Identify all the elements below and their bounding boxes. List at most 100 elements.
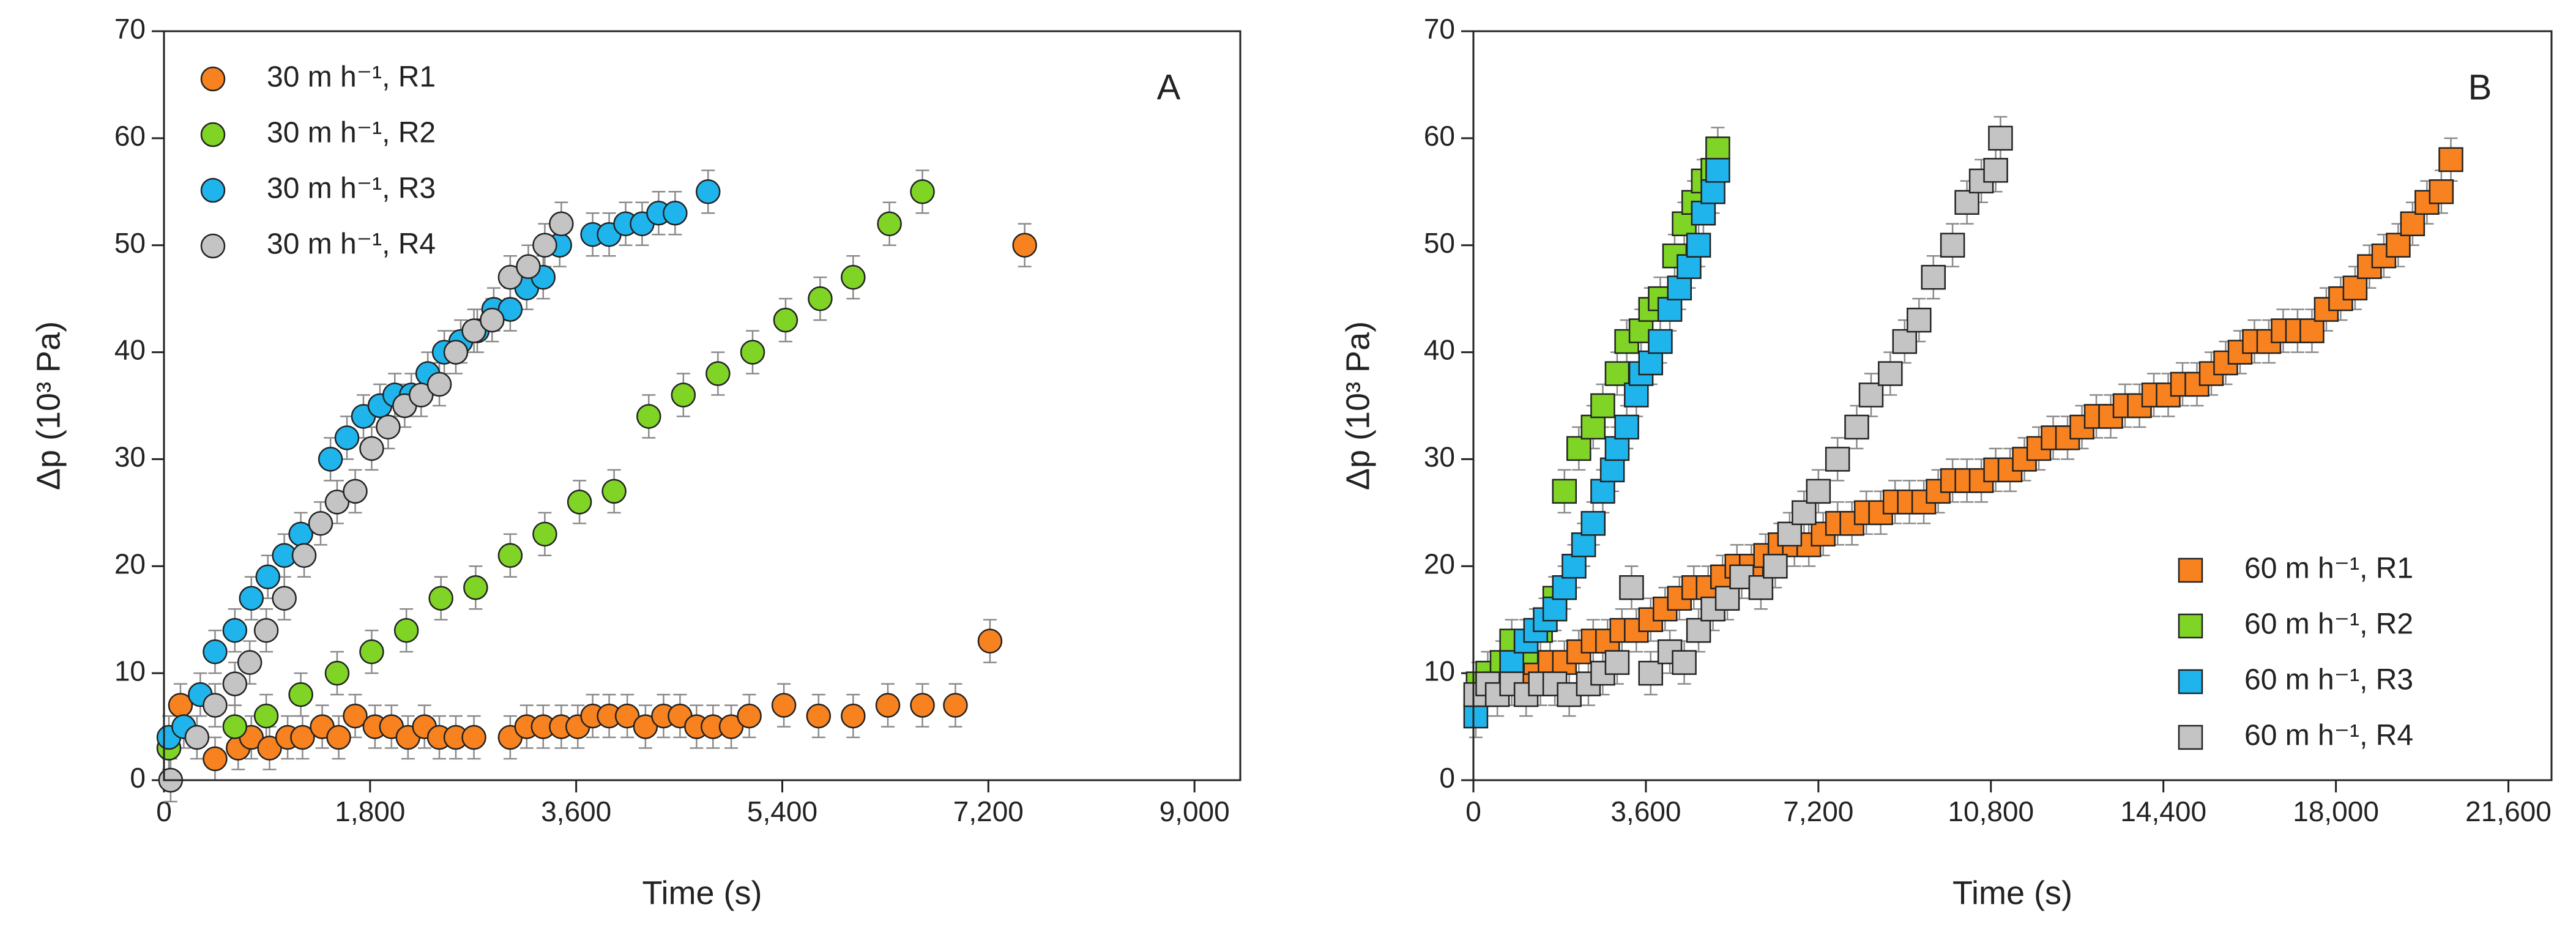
- point: [614, 703, 640, 729]
- point: [1748, 575, 1774, 600]
- point: [532, 233, 557, 258]
- y-tick-label: 20: [114, 548, 146, 579]
- legend-marker: [2178, 669, 2203, 695]
- point: [567, 490, 592, 515]
- point: [1921, 264, 1946, 290]
- point: [1878, 361, 1903, 386]
- plot-frame: [1472, 30, 2553, 781]
- point: [253, 617, 279, 643]
- point: [663, 201, 688, 226]
- point: [1705, 158, 1730, 183]
- x-tick-label: 21,600: [2465, 795, 2552, 827]
- point: [943, 693, 968, 718]
- point: [633, 714, 658, 739]
- legend-label: 60 m h⁻¹, R4: [2244, 720, 2413, 752]
- point: [324, 490, 350, 515]
- point: [1907, 307, 1932, 333]
- legend-marker: [200, 122, 226, 147]
- point: [1562, 554, 1587, 579]
- point: [203, 693, 228, 718]
- point: [671, 382, 696, 408]
- point: [875, 693, 901, 718]
- point: [461, 725, 486, 750]
- point: [2256, 329, 2282, 354]
- point: [841, 264, 866, 290]
- point: [409, 382, 434, 408]
- point: [1844, 414, 1869, 440]
- point: [461, 318, 486, 343]
- point: [1988, 125, 2013, 151]
- legend-marker: [200, 233, 226, 259]
- point: [771, 693, 797, 718]
- point: [291, 543, 317, 568]
- point: [426, 371, 452, 397]
- x-tick-label: 3,600: [1610, 795, 1681, 827]
- point: [1590, 393, 1615, 419]
- point: [2386, 233, 2411, 258]
- point: [2400, 211, 2425, 236]
- point: [841, 703, 866, 729]
- point: [290, 725, 315, 750]
- point: [237, 650, 262, 675]
- point: [428, 586, 453, 611]
- y-axis-title: Δp (10³ Pa): [30, 321, 67, 490]
- x-tick-label: 1,800: [335, 795, 405, 827]
- point: [324, 660, 350, 686]
- point: [808, 286, 833, 311]
- x-tick-label: 10,800: [1948, 795, 2034, 827]
- legend-marker: [2178, 613, 2203, 639]
- x-tick-label: 9,000: [1160, 795, 1230, 827]
- point: [272, 586, 297, 611]
- point: [376, 414, 401, 440]
- y-tick-label: 50: [114, 227, 146, 259]
- point: [2342, 275, 2368, 300]
- y-tick-label: 10: [114, 655, 146, 687]
- legend-label: 30 m h⁻¹, R3: [267, 173, 436, 205]
- point: [255, 564, 280, 590]
- point: [806, 703, 832, 729]
- y-tick-label: 40: [1424, 334, 1455, 366]
- point: [1590, 479, 1615, 504]
- point: [1580, 511, 1606, 536]
- point: [359, 436, 384, 461]
- point: [497, 543, 523, 568]
- point: [1648, 329, 1673, 354]
- x-tick-label: 3,600: [541, 795, 611, 827]
- y-tick-label: 70: [1424, 13, 1455, 45]
- legend-marker: [200, 66, 226, 92]
- panel-label: B: [2468, 67, 2492, 107]
- point: [184, 725, 210, 750]
- point: [1619, 575, 1644, 600]
- point: [2438, 147, 2463, 173]
- y-tick-label: 40: [114, 334, 146, 366]
- panel-label: A: [1157, 67, 1181, 107]
- point: [1566, 436, 1591, 461]
- point: [1691, 201, 1716, 226]
- legend-label: 60 m h⁻¹, R1: [2244, 553, 2413, 585]
- x-tick-label: 7,200: [953, 795, 1024, 827]
- x-axis-title: Time (s): [642, 874, 762, 911]
- y-tick-label: 60: [114, 120, 146, 152]
- point: [334, 425, 360, 450]
- y-tick-label: 30: [114, 441, 146, 473]
- point: [1700, 179, 1725, 204]
- point: [1940, 233, 1965, 258]
- point: [343, 479, 368, 504]
- point: [463, 575, 488, 600]
- point: [253, 703, 279, 729]
- point: [1604, 436, 1630, 461]
- point: [1552, 575, 1577, 600]
- y-tick-label: 50: [1424, 227, 1455, 259]
- point: [326, 725, 351, 750]
- point: [1499, 650, 1524, 675]
- point: [257, 736, 282, 761]
- point: [636, 404, 661, 429]
- point: [1714, 586, 1740, 611]
- x-tick-label: 0: [156, 795, 172, 827]
- point: [601, 479, 627, 504]
- plot-frame: [163, 30, 1241, 781]
- point: [222, 617, 248, 643]
- legend-label: 30 m h⁻¹, R2: [267, 117, 436, 149]
- legend-marker: [2178, 725, 2203, 750]
